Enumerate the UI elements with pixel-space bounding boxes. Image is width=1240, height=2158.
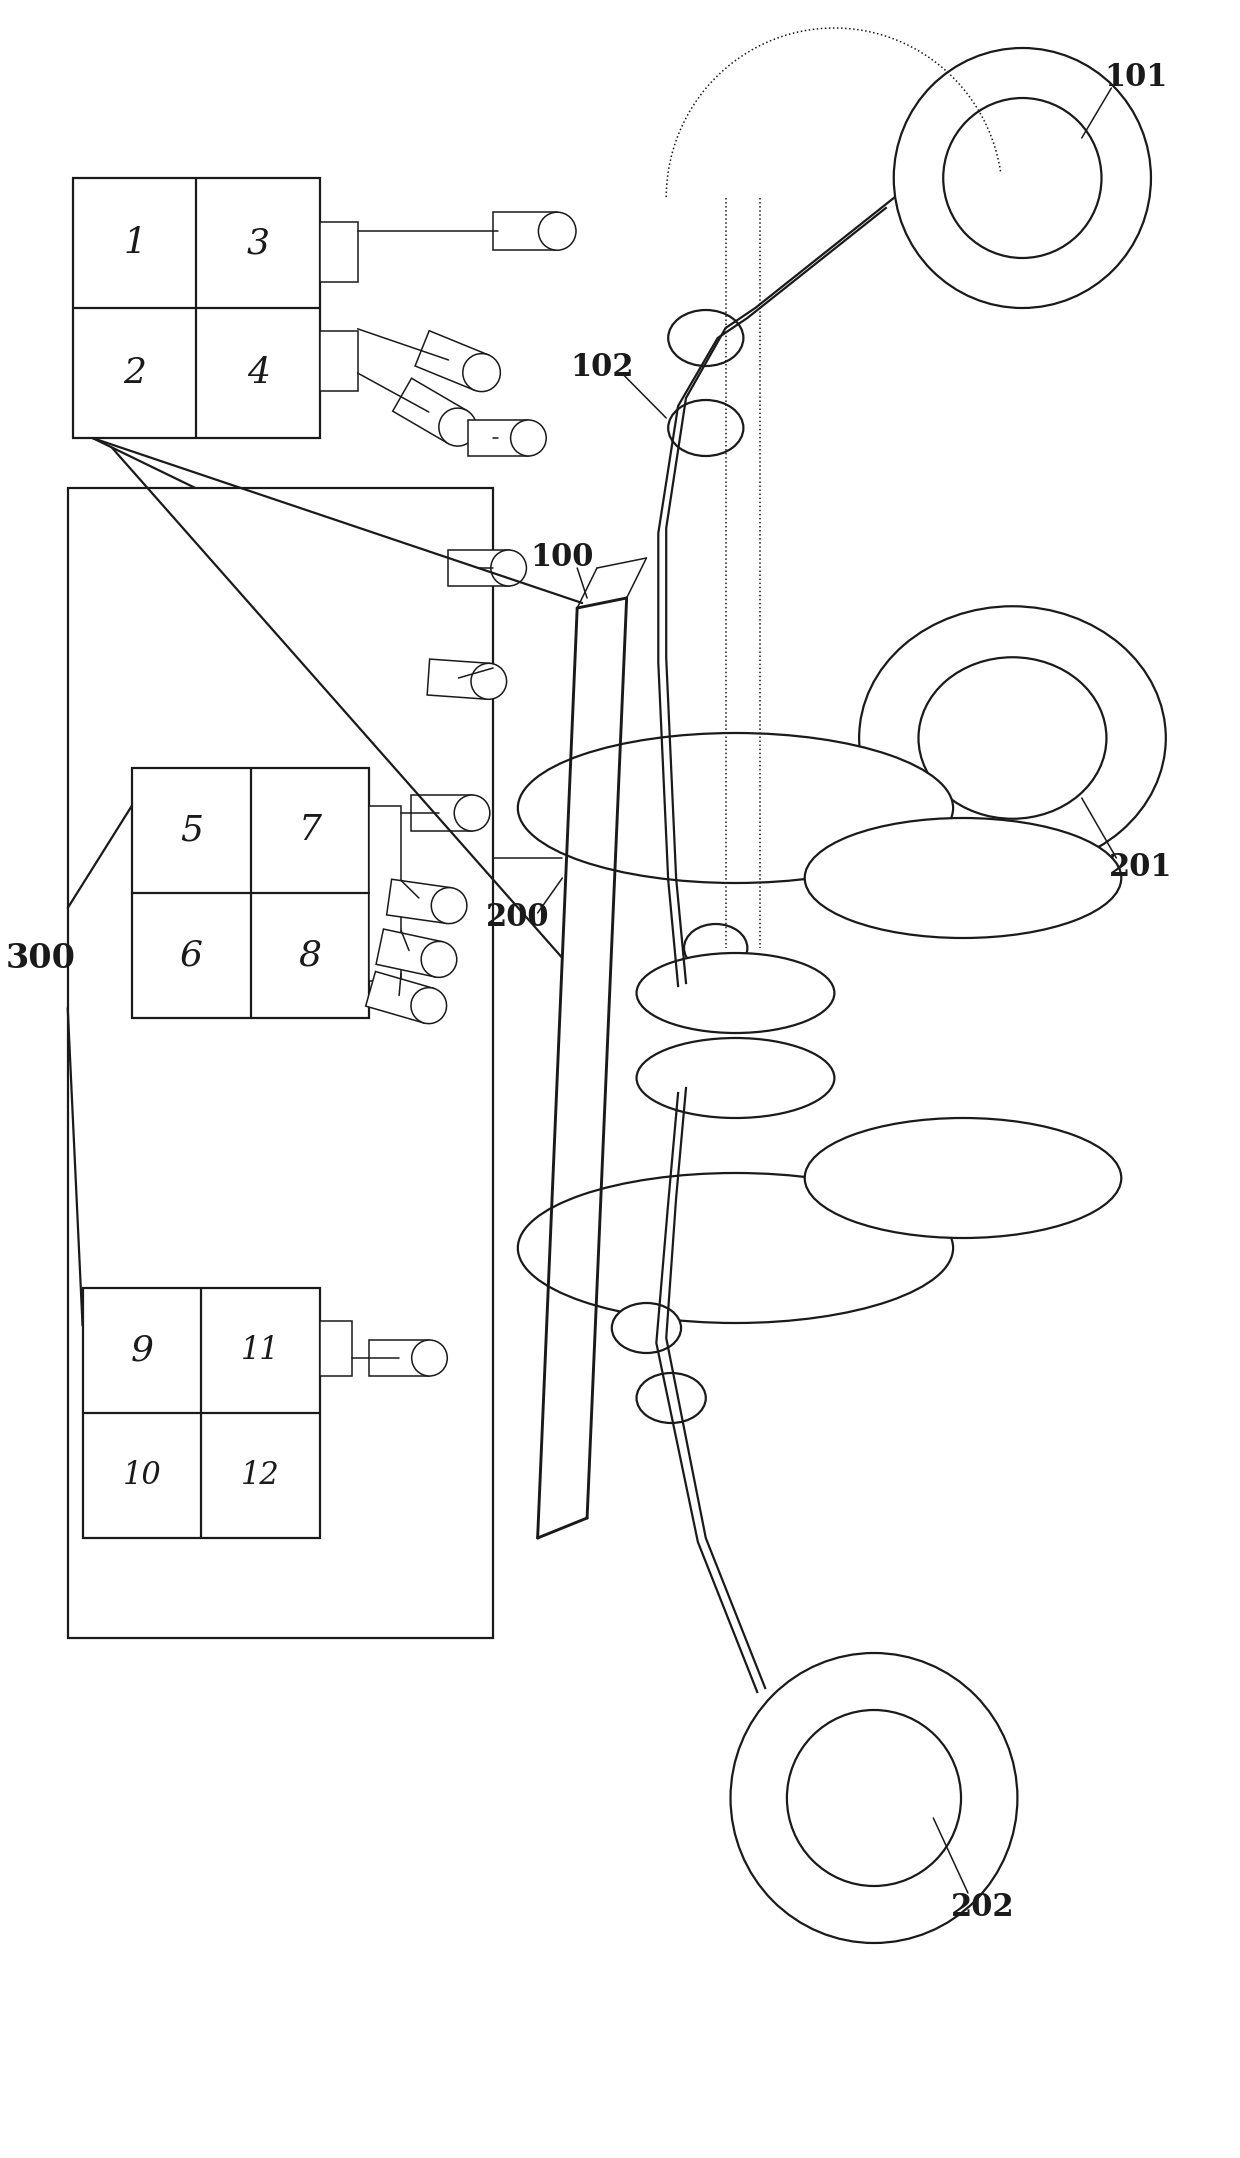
Ellipse shape — [439, 408, 476, 447]
Text: 5: 5 — [180, 814, 203, 848]
Text: 1: 1 — [123, 227, 146, 259]
Circle shape — [894, 47, 1151, 309]
Bar — [427, 658, 490, 699]
Ellipse shape — [538, 211, 577, 250]
Text: 201: 201 — [1110, 852, 1173, 883]
Text: 9: 9 — [130, 1334, 154, 1368]
Bar — [320, 222, 357, 283]
Bar — [467, 421, 528, 455]
Bar — [415, 330, 489, 391]
Ellipse shape — [463, 354, 501, 391]
Ellipse shape — [805, 1118, 1121, 1239]
Ellipse shape — [410, 988, 446, 1023]
Bar — [366, 971, 434, 1023]
Ellipse shape — [471, 663, 507, 699]
Circle shape — [944, 97, 1101, 259]
Text: 102: 102 — [570, 352, 634, 384]
Text: 200: 200 — [486, 902, 549, 934]
Bar — [320, 1321, 352, 1375]
Text: 2: 2 — [123, 356, 146, 391]
Ellipse shape — [636, 1038, 835, 1118]
Ellipse shape — [668, 399, 744, 455]
Text: 12: 12 — [242, 1461, 280, 1491]
Bar — [494, 211, 557, 250]
Bar — [370, 805, 401, 980]
Ellipse shape — [518, 734, 954, 883]
Bar — [370, 1340, 429, 1377]
Text: 101: 101 — [1105, 63, 1168, 93]
Text: 4: 4 — [247, 356, 269, 391]
Ellipse shape — [636, 954, 835, 1034]
Ellipse shape — [511, 421, 547, 455]
Bar — [448, 550, 508, 587]
Ellipse shape — [805, 818, 1121, 939]
Circle shape — [730, 1653, 1017, 1942]
Text: 3: 3 — [247, 227, 269, 259]
Text: 100: 100 — [531, 542, 594, 574]
Text: 7: 7 — [299, 814, 321, 848]
Ellipse shape — [684, 924, 748, 971]
Ellipse shape — [454, 794, 490, 831]
Ellipse shape — [412, 1340, 448, 1377]
Text: 11: 11 — [242, 1336, 280, 1366]
Bar — [376, 930, 443, 978]
Bar — [131, 768, 370, 1019]
Text: 202: 202 — [951, 1893, 1014, 1923]
Ellipse shape — [919, 658, 1106, 818]
Text: 6: 6 — [180, 939, 203, 973]
Text: 10: 10 — [123, 1461, 161, 1491]
Ellipse shape — [859, 606, 1166, 870]
Bar — [320, 330, 357, 391]
Bar — [387, 878, 451, 924]
Ellipse shape — [611, 1303, 681, 1353]
Text: 300: 300 — [6, 941, 76, 975]
Ellipse shape — [491, 550, 527, 587]
Bar — [393, 378, 467, 445]
Circle shape — [787, 1709, 961, 1886]
Ellipse shape — [668, 311, 744, 367]
Bar — [83, 1288, 320, 1539]
Ellipse shape — [422, 941, 456, 978]
Bar — [412, 794, 472, 831]
Ellipse shape — [518, 1174, 954, 1323]
Ellipse shape — [432, 887, 467, 924]
Text: 8: 8 — [299, 939, 321, 973]
Ellipse shape — [636, 1372, 706, 1422]
Bar — [73, 177, 320, 438]
Bar — [68, 488, 494, 1638]
